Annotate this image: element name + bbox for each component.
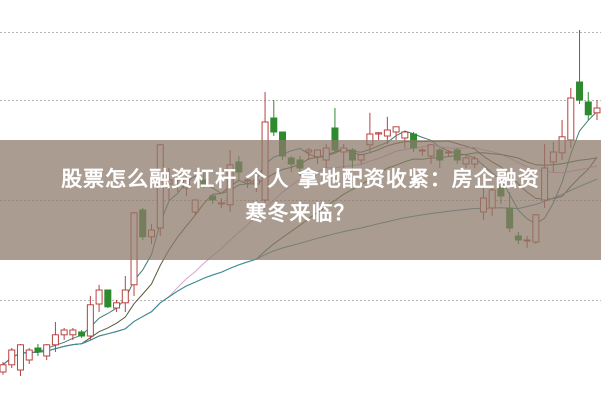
candle-body [8,349,16,366]
candle-body [121,289,129,304]
candle [86,296,94,340]
candle [383,116,391,144]
candle-body [104,289,112,308]
candle [0,362,7,375]
candle-body [34,347,42,353]
candle-body [95,289,103,305]
candle-body [43,344,51,357]
candle-body [584,101,592,116]
candle [104,289,112,308]
candle [60,328,68,340]
candle [43,344,51,360]
candle-body [576,81,584,101]
candle-body [270,117,278,133]
candle [576,30,584,104]
candle [51,322,59,352]
candle [567,88,575,148]
candle-body [383,129,391,137]
candle-body [51,334,59,346]
candle [270,100,278,136]
candle [375,132,383,140]
headline: 股票怎么融资杠杆 个人 拿地配资收紧：房企融资 寒冬来临？ [0,162,601,230]
headline-line-2: 寒冬来临？ [245,201,356,225]
candle-body [593,107,601,114]
title-overlay-band [0,140,601,260]
candle [78,330,86,338]
candle [392,126,400,140]
candle-body [60,329,68,336]
candle-body [392,126,400,133]
candle [95,284,103,312]
candle-body [78,331,86,337]
candle [113,300,121,312]
candle-body [25,349,33,361]
candle [16,344,24,376]
candle-body [567,97,575,141]
candle-body [0,364,7,373]
headline-line-1: 股票怎么融资杠杆 个人 拿地配资收紧：房企融资 [61,167,540,191]
candle-body [375,132,383,135]
candle [584,92,592,120]
candle-body [86,304,94,337]
candle [25,348,33,364]
candle [593,100,601,120]
candle [121,276,129,312]
candle [69,328,77,340]
candle-body [113,302,121,309]
candle-body [16,344,24,371]
candle [8,348,16,368]
candle-body [69,329,77,336]
candle-body [401,131,409,139]
candle [34,344,42,356]
